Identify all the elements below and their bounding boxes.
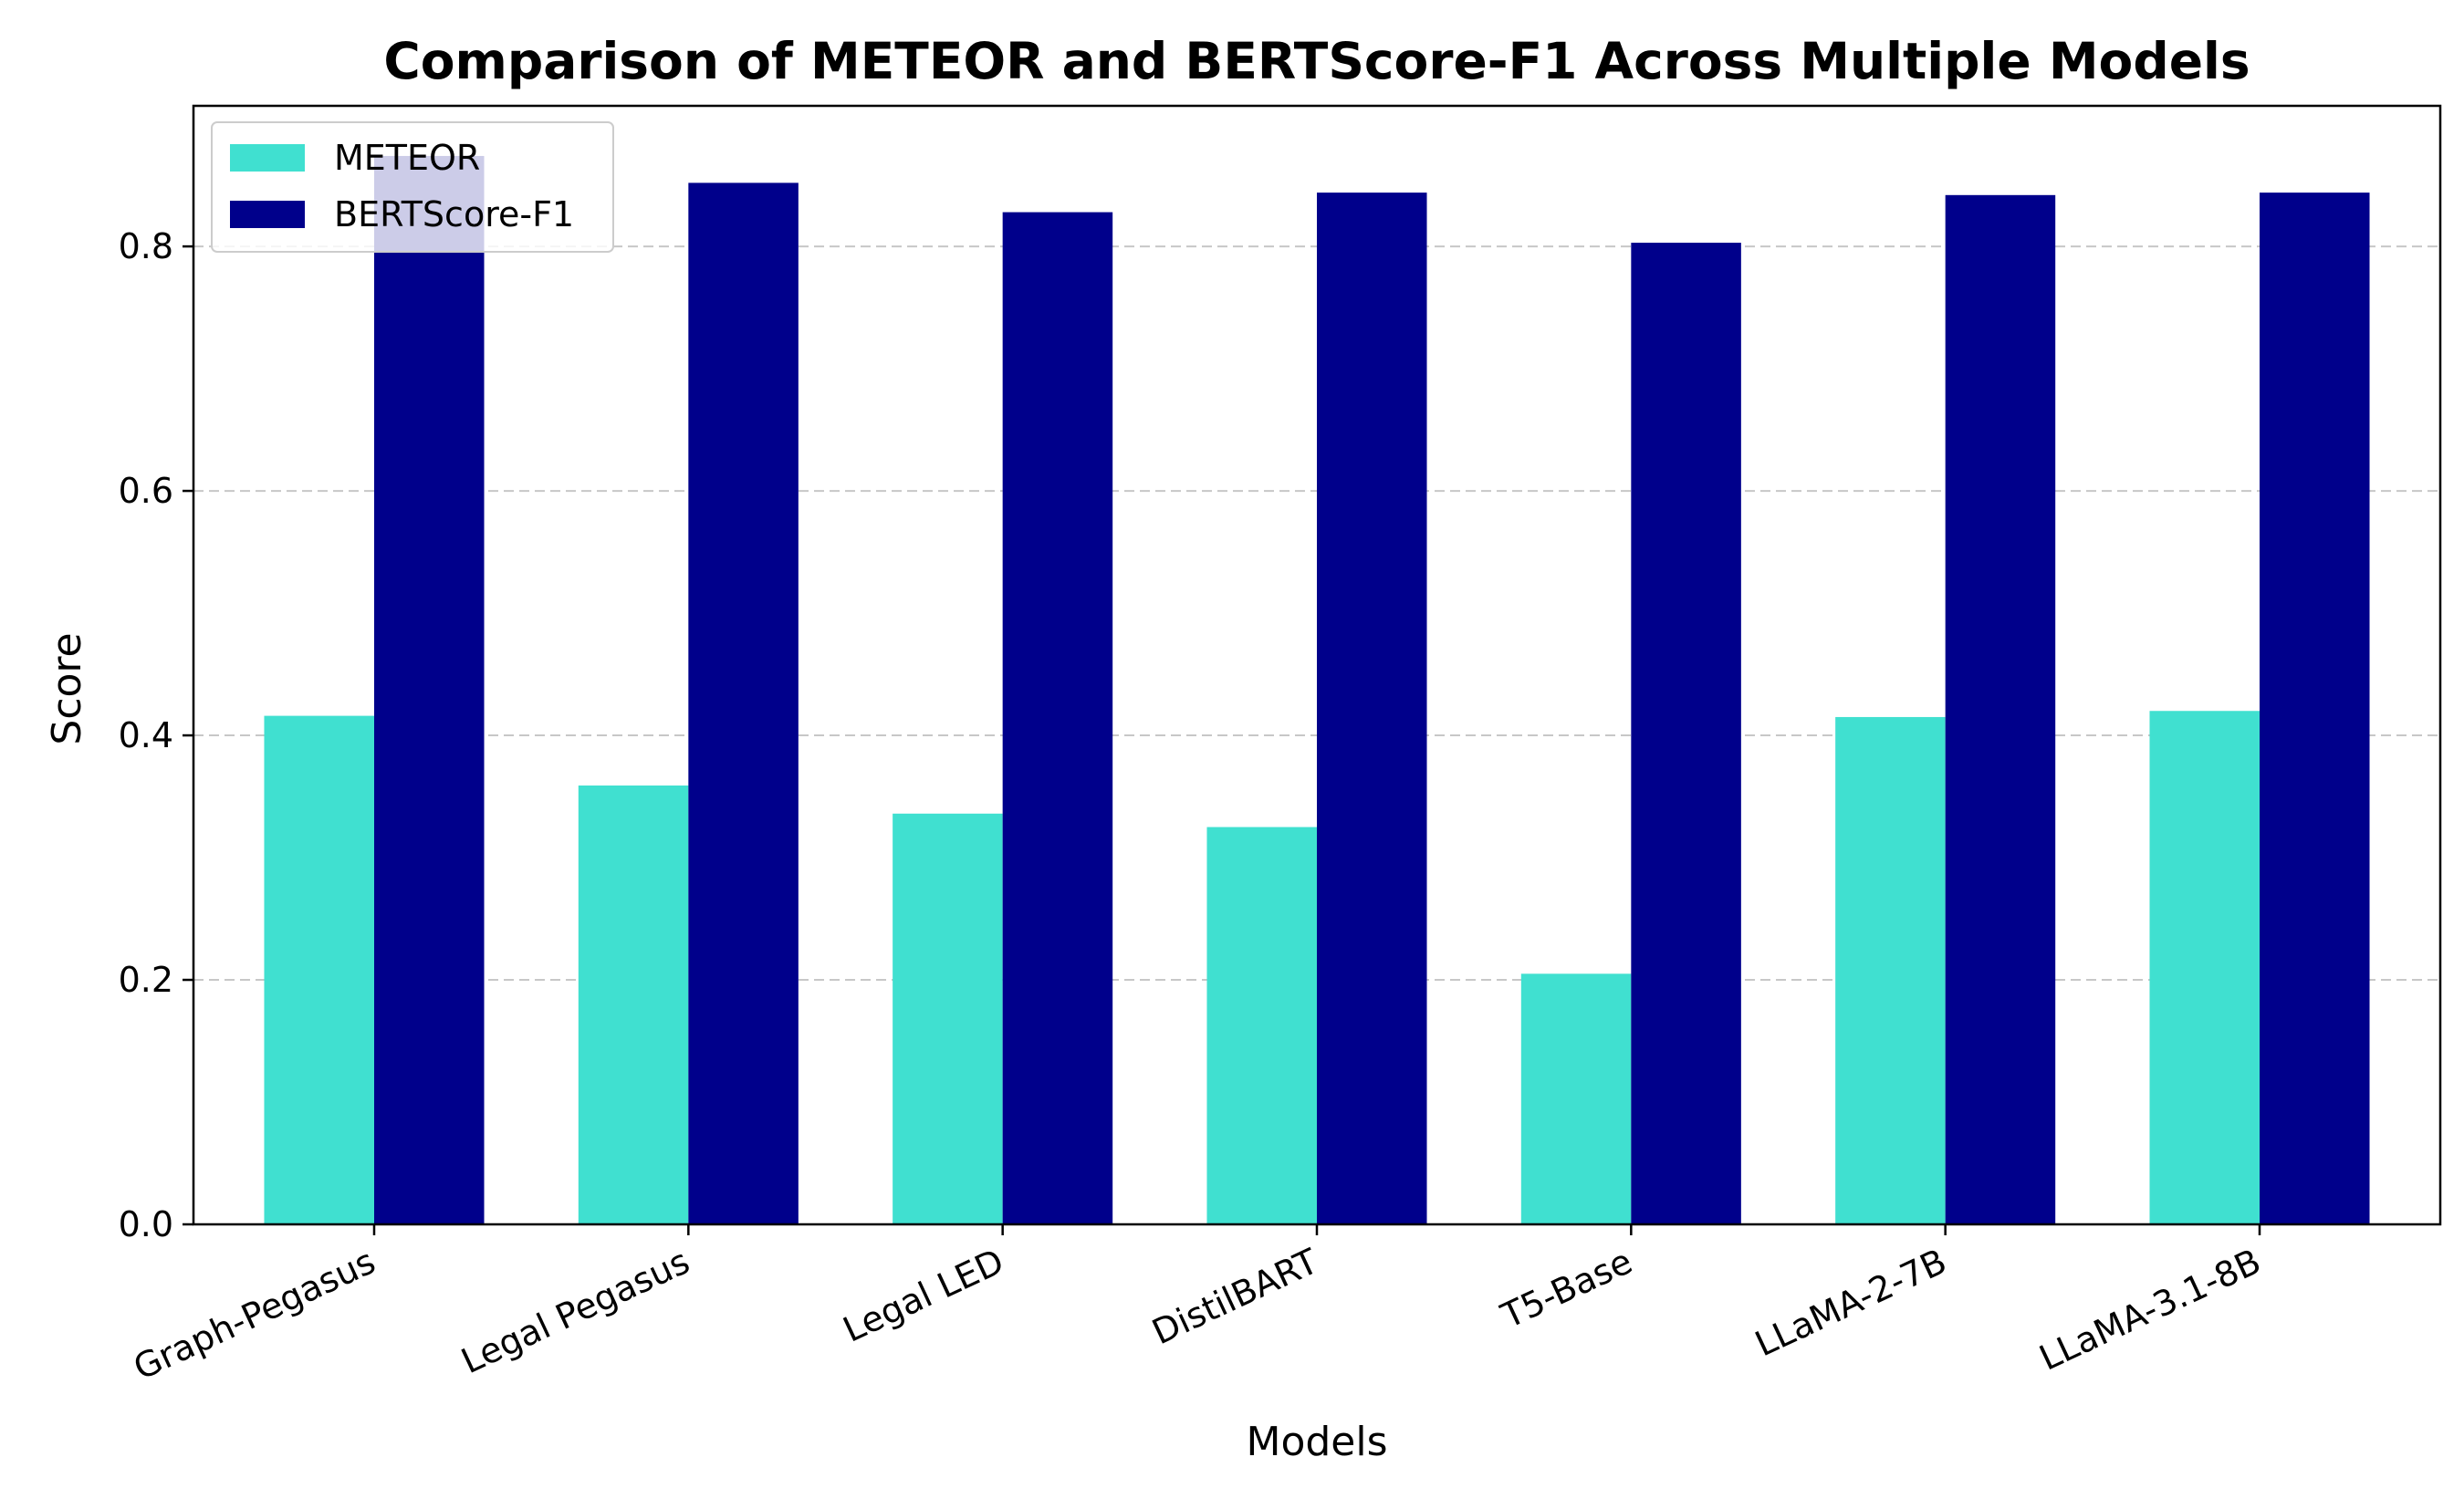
y-tick-label: 0.2 <box>119 960 173 1000</box>
y-axis-ticks: 0.0 0.2 0.4 0.6 0.8 <box>119 226 193 1244</box>
legend-box <box>211 121 614 253</box>
bar-meteor <box>1206 827 1317 1224</box>
bar-meteor <box>2149 711 2260 1224</box>
y-tick-label: 0.8 <box>119 226 173 266</box>
bar-meteor <box>893 813 1003 1224</box>
y-tick-label: 0.4 <box>119 715 173 755</box>
bars <box>264 155 2370 1225</box>
bar-bertscore <box>2260 193 2370 1225</box>
chart-title: Comparison of METEOR and BERTScore-F1 Ac… <box>383 32 2250 90</box>
legend-swatch-meteor <box>230 144 305 172</box>
bar-bertscore <box>373 155 485 1224</box>
bar-bertscore <box>1002 212 1113 1224</box>
y-tick-label: 0.6 <box>119 471 173 511</box>
bar-bertscore <box>688 182 799 1225</box>
legend-swatch-bertscore <box>230 201 305 228</box>
bar-meteor <box>264 715 374 1224</box>
bar-bertscore <box>1945 194 2056 1225</box>
legend-label-meteor: METEOR <box>334 138 480 178</box>
legend-label-bertscore: BERTScore-F1 <box>334 194 574 234</box>
bar-bertscore <box>1631 243 1741 1224</box>
y-tick-label: 0.0 <box>119 1204 173 1244</box>
bar-meteor <box>1520 973 1632 1224</box>
legend: METEOR BERTScore-F1 <box>211 121 614 253</box>
bar-meteor <box>1835 716 1946 1224</box>
bar-bertscore <box>1317 193 1427 1225</box>
bar-meteor <box>578 785 689 1224</box>
y-axis-label: Score <box>44 632 90 744</box>
x-axis-label: Models <box>1246 1419 1387 1465</box>
